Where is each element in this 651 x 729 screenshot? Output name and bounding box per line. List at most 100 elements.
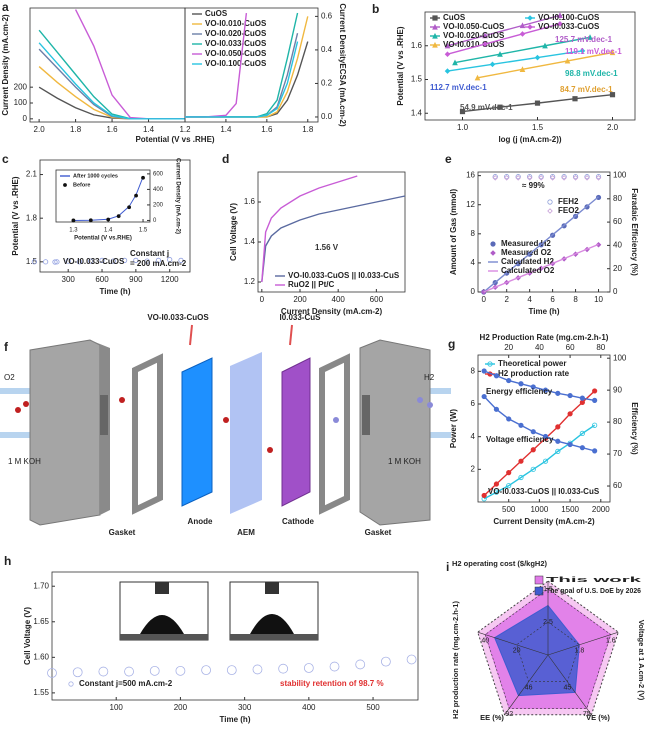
y-tick-label: 8 — [471, 229, 476, 238]
marker — [609, 49, 616, 56]
marker — [506, 469, 512, 476]
marker — [506, 483, 512, 489]
panel-label: g — [448, 337, 455, 351]
plot-frame — [51, 571, 419, 701]
marker — [567, 441, 573, 448]
legend-label: FEH2 — [558, 197, 579, 206]
x-tick-label: 1500 — [561, 505, 579, 514]
y-tick-label: 1.70 — [33, 581, 49, 590]
marker — [482, 32, 488, 39]
radar-tick-label: 1.5 — [543, 586, 553, 593]
marker — [144, 258, 150, 264]
plot-frame — [29, 7, 186, 123]
x-tick-label: 500 — [366, 703, 380, 712]
marker — [88, 218, 93, 223]
marker — [547, 199, 553, 205]
marker — [584, 175, 590, 181]
marker — [538, 175, 544, 181]
marker — [550, 174, 556, 180]
y-tick-label: 1.6 — [244, 197, 256, 206]
marker — [557, 21, 563, 27]
y-axis-label: Power (W) — [449, 409, 458, 448]
marker — [497, 104, 503, 110]
plot-frame — [477, 354, 611, 503]
annotation: 84.7 mV.dec-1 — [560, 85, 613, 94]
marker — [63, 183, 67, 187]
marker — [493, 406, 500, 412]
radar-tick-label: 75 — [583, 711, 591, 718]
x-tick-label: 1200 — [161, 275, 179, 284]
radar-tick-label: 1.8 — [575, 648, 585, 655]
x2-tick-label: 60 — [566, 343, 575, 352]
marker — [530, 466, 536, 472]
x-tick-label: 1.6 — [261, 125, 273, 134]
contact-angle-insets — [119, 581, 319, 641]
radar-tick-label: 40 — [481, 637, 489, 644]
x-tick-label: 4 — [527, 295, 532, 304]
substrate — [230, 634, 318, 640]
marker — [592, 397, 598, 403]
marker — [99, 257, 105, 263]
y2-tick-label: 80 — [613, 417, 622, 426]
y2-axis-label: Faradaic Efficiency (%) — [630, 188, 639, 276]
y-tick-label: 0 — [23, 114, 28, 123]
annotation: VO-I0.033-CuOS || I0.033-CuS — [488, 487, 600, 496]
marker — [555, 424, 561, 430]
marker — [47, 668, 57, 678]
legend-swatch — [534, 586, 544, 596]
series-line — [483, 390, 596, 496]
y-tick-label: 2 — [471, 464, 476, 473]
marker — [572, 175, 579, 181]
marker — [490, 241, 496, 247]
radar-axis-label: EE (%) — [480, 713, 504, 722]
pipe — [0, 432, 40, 438]
bubble — [119, 397, 125, 403]
marker — [43, 259, 49, 265]
marker — [65, 258, 71, 264]
marker — [592, 422, 598, 428]
x-tick-label: 1.4 — [143, 125, 155, 134]
legend-label: CuOS — [443, 13, 466, 22]
marker — [493, 373, 500, 379]
marker — [519, 22, 526, 29]
x-tick-label: 2.0 — [34, 125, 46, 134]
marker — [432, 41, 438, 48]
x-tick-label: 1.4 — [220, 125, 232, 134]
marker — [497, 51, 503, 57]
x-tick-label: 100 — [110, 703, 124, 712]
y-tick-label: 1.55 — [33, 688, 49, 697]
marker — [579, 395, 585, 401]
port — [362, 395, 370, 435]
legend-label: H2 production rate — [498, 369, 570, 378]
bubble — [333, 417, 339, 423]
marker — [444, 51, 451, 57]
x-tick-label: 300 — [62, 275, 76, 284]
bubble — [23, 401, 29, 407]
marker — [72, 667, 83, 678]
x-axis-label: Time (h) — [220, 715, 251, 724]
y2-tick-label: 0.4 — [321, 45, 333, 54]
marker — [579, 445, 585, 451]
y-tick-label: 1.5 — [26, 257, 38, 266]
legend-label: Before — [73, 182, 90, 188]
legend-label: The goal of U.S. DoE by 2026 — [546, 588, 641, 595]
x-tick-label: 1.5 — [139, 228, 148, 234]
marker — [518, 474, 524, 481]
y2-tick-label: 400 — [153, 187, 164, 193]
x-axis-label: Potential (V vs .RHE) — [135, 135, 214, 144]
plot-frame — [477, 171, 611, 293]
panel-label: b — [372, 2, 379, 16]
y2-tick-label: 0.2 — [321, 79, 333, 88]
legend-label: After 1000 cycles — [73, 173, 118, 179]
marker — [579, 430, 585, 436]
marker — [134, 193, 138, 198]
marker — [149, 665, 160, 676]
marker — [459, 108, 466, 115]
marker — [252, 664, 263, 675]
series-line — [261, 195, 406, 283]
legend-label: VO-I0.050-CuOS — [443, 22, 505, 31]
marker — [492, 175, 498, 181]
radar-axis — [547, 654, 592, 715]
bubble — [267, 447, 273, 453]
legend-label: VO-I0.050-CuOS — [205, 49, 267, 58]
